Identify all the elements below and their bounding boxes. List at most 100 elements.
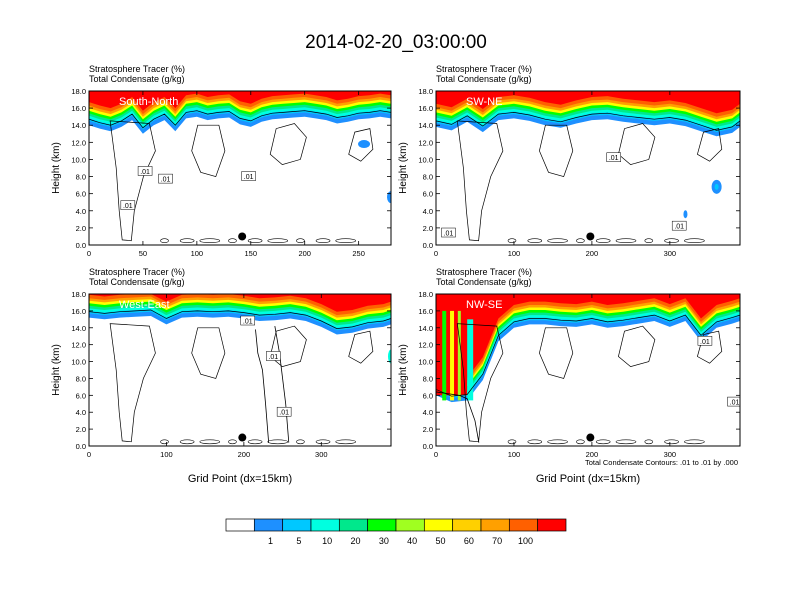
plot-frame	[435, 293, 741, 447]
condensate-contour	[664, 439, 679, 445]
contour-label-box	[137, 166, 153, 176]
x-tick-label: 200	[238, 450, 251, 459]
location-marker	[238, 232, 247, 241]
y-tick-label: 6.0	[423, 190, 433, 199]
y-tick-label: 16.0	[418, 104, 433, 113]
y-tick-label: 16.0	[71, 307, 86, 316]
condensate-contour	[547, 238, 568, 244]
y-tick-label: 16.0	[418, 307, 433, 316]
contour-label: .01	[730, 400, 740, 407]
y-tick-label: 16.0	[71, 104, 86, 113]
y-tick-label: 18.0	[418, 87, 433, 96]
contour-label: .01	[140, 169, 150, 176]
colorbar-box	[395, 518, 425, 532]
condensate-contour	[595, 439, 611, 445]
contour-label: .01	[243, 319, 253, 326]
y-tick-label: 10.0	[71, 358, 86, 367]
colorbar-box	[310, 518, 340, 532]
colorbar-box	[423, 518, 454, 532]
contour-label-box	[158, 173, 173, 184]
plot-frame	[88, 90, 392, 246]
condensate-contour	[684, 238, 705, 244]
y-tick-label: 0.0	[76, 241, 86, 250]
y-tick-label: 14.0	[71, 324, 86, 333]
condensate-contour	[160, 439, 169, 445]
y-tick-label: 4.0	[76, 207, 86, 216]
tracer-contour	[89, 110, 391, 129]
condensate-contour	[547, 439, 568, 445]
x-tick-label: 300	[664, 450, 677, 459]
condensate-contour	[296, 439, 305, 445]
contour-label-box	[441, 227, 456, 238]
plot-area: .01 .01	[436, 294, 740, 445]
contour-label-box	[697, 336, 713, 346]
panel-title: Stratosphere Tracer (%)	[89, 64, 185, 74]
colorbar-label: 20	[350, 536, 360, 546]
condensate-contour	[199, 238, 221, 244]
tracer-column-stripe	[450, 310, 455, 401]
colorbar-label: 100	[518, 536, 533, 546]
condensate-contour	[179, 238, 195, 244]
condensate-contour	[644, 439, 654, 445]
y-tick-label: 6.0	[76, 190, 86, 199]
contour-label: .01	[700, 339, 710, 346]
condensate-contour	[191, 124, 226, 178]
y-tick-label: 0.0	[423, 241, 433, 250]
condensate-contour	[160, 238, 169, 244]
contour-footnote: Total Condensate Contours: .01 to .01 by…	[585, 458, 738, 467]
contour-label-box	[727, 396, 740, 407]
y-tick-label: 0.0	[423, 442, 433, 451]
tracer-contour	[436, 112, 740, 131]
condensate-contour	[615, 439, 637, 445]
colorbar-label: 50	[435, 536, 445, 546]
condensate-contour	[335, 238, 357, 244]
y-tick-label: 8.0	[76, 374, 86, 383]
condensate-contour	[456, 120, 504, 242]
condensate-contour	[179, 439, 195, 445]
x-tick-label: 100	[508, 450, 521, 459]
x-tick-label: 100	[191, 249, 204, 258]
colorbar-label: 60	[464, 536, 474, 546]
colorbar-box	[225, 518, 255, 532]
plot-area: .01 .01 .01	[436, 91, 740, 244]
y-tick-label: 18.0	[71, 87, 86, 96]
colorbar-label: 10	[322, 536, 332, 546]
contour-label: .01	[674, 224, 684, 231]
colorbar-label: 40	[407, 536, 417, 546]
x-tick-label: 0	[434, 249, 438, 258]
x-tick-label: 150	[245, 249, 258, 258]
condensate-contour	[228, 439, 237, 445]
tracer-band-9	[89, 91, 391, 111]
condensate-contour	[255, 329, 270, 443]
condensate-contour	[109, 323, 156, 443]
x-axis-label: Grid Point (dx=15km)	[188, 473, 292, 485]
condensate-contour	[348, 128, 374, 162]
x-tick-label: 200	[586, 249, 599, 258]
tracer-patch	[683, 210, 688, 219]
tracer-patch	[388, 349, 391, 364]
contour-label-box	[671, 220, 687, 231]
colorbar-box	[282, 518, 312, 532]
y-tick-label: 12.0	[418, 341, 433, 350]
panel-label: West-East	[119, 299, 170, 311]
y-tick-label: 18.0	[418, 290, 433, 299]
panel-2: .01 .01 .01 0.0 2.0 4.0 6.0 8.0 10.0 12.0 14.0 16.0…	[398, 64, 741, 258]
condensate-contour	[507, 238, 517, 244]
panel-title: Stratosphere Tracer (%)	[436, 267, 532, 277]
colorbar-label: 30	[379, 536, 389, 546]
x-tick-label: 0	[87, 450, 91, 459]
y-axis-label: Height (km)	[51, 344, 62, 396]
condensate-contour	[684, 439, 705, 445]
y-tick-label: 2.0	[76, 224, 86, 233]
location-marker	[586, 232, 595, 241]
panel-title: Stratosphere Tracer (%)	[436, 64, 532, 74]
y-tick-label: 4.0	[423, 207, 433, 216]
y-axis-label: Height (km)	[51, 142, 62, 194]
y-tick-label: 4.0	[76, 408, 86, 417]
condensate-contour	[527, 238, 543, 244]
x-tick-label: 0	[87, 249, 91, 258]
panel-label: NW-SE	[466, 299, 502, 311]
tracer-band-9	[89, 294, 391, 312]
panel-subtitle: Total Condensate (g/kg)	[436, 277, 532, 287]
x-tick-label: 50	[139, 249, 147, 258]
